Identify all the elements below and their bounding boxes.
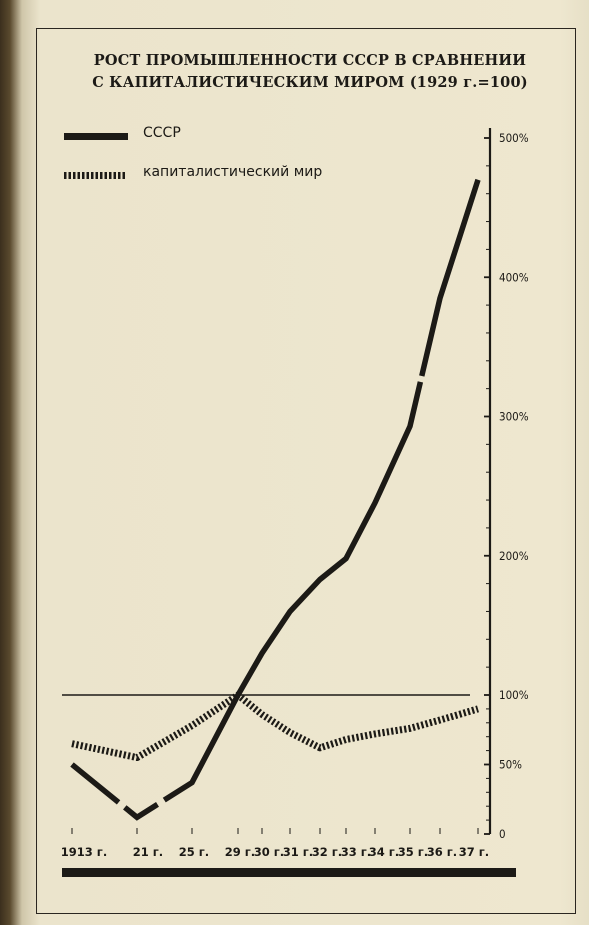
y-tick-label: 500% xyxy=(499,131,529,145)
chart-title: РОСТ ПРОМЫШЛЕННОСТИ СССР В СРАВНЕНИИ xyxy=(93,52,527,69)
series-line-ussr xyxy=(70,178,481,821)
y-tick-label: 50% xyxy=(499,758,522,772)
x-tick-label: 35 г. xyxy=(398,845,428,859)
legend-label-capitalist: капиталистический мир xyxy=(143,164,323,180)
y-tick-label: 0 xyxy=(499,827,506,841)
y-tick-label: 300% xyxy=(499,410,529,424)
y-tick-label: 200% xyxy=(499,549,529,563)
x-tick-label: 1913 г. xyxy=(61,845,107,859)
bottom-rule xyxy=(62,868,516,877)
x-tick-label: 34 г. xyxy=(369,845,399,859)
series-line-capitalist xyxy=(71,691,479,762)
y-tick-label: 400% xyxy=(499,270,529,284)
y-tick-label: 100% xyxy=(499,688,529,702)
x-tick-label: 32 г. xyxy=(312,845,342,859)
legend-swatch-ussr xyxy=(64,133,128,140)
x-tick-label: 29 г. xyxy=(225,845,255,859)
chart-frame xyxy=(36,28,576,914)
x-tick-label: 25 г. xyxy=(179,845,209,859)
x-tick-label: 30 г. xyxy=(254,845,284,859)
x-tick-label: 31 г. xyxy=(283,845,313,859)
x-tick-label: 36 г. xyxy=(427,845,457,859)
x-tick-label: 33 г. xyxy=(341,845,371,859)
chart-title-block: РОСТ ПРОМЫШЛЕННОСТИ СССР В СРАВНЕНИИ С К… xyxy=(40,50,580,94)
legend-label-ussr: СССР xyxy=(143,125,181,141)
chart-subtitle: С КАПИТАЛИСТИЧЕСКИМ МИРОМ (1929 г.=100) xyxy=(92,74,528,91)
x-tick-label: 37 г. xyxy=(459,845,489,859)
x-tick-label: 21 г. xyxy=(133,845,163,859)
legend-swatch-capitalist xyxy=(64,172,126,179)
